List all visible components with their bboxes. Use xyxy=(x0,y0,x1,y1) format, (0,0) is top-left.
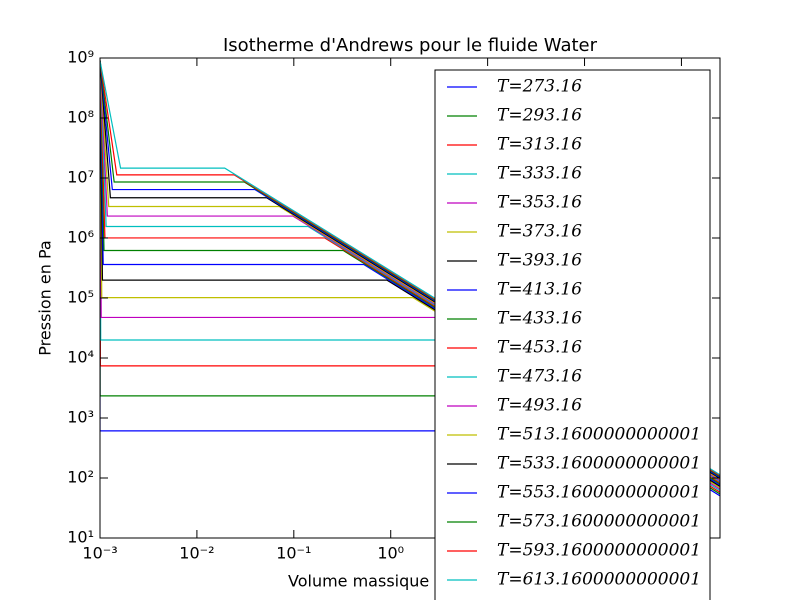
y-tick-label: 10² xyxy=(67,468,94,487)
legend-label: T=473.16 xyxy=(497,367,582,387)
legend-label: T=593.1600000000001 xyxy=(497,541,701,561)
legend-label: T=533.1600000000001 xyxy=(497,454,701,474)
x-tick-label: 10⁰ xyxy=(377,544,404,563)
x-axis-label: Volume massique xyxy=(288,572,429,591)
legend: T=273.16 T=293.16 T=313.16 T=333.16 T=353.16… xyxy=(434,69,711,600)
y-tick-label: 10⁷ xyxy=(67,168,94,187)
legend-label: T=293.16 xyxy=(497,106,582,126)
x-tick-label: 10⁻¹ xyxy=(276,544,311,563)
y-tick-label: 10⁵ xyxy=(67,288,94,307)
x-tick-label: 10⁻³ xyxy=(82,544,117,563)
legend-label: T=413.16 xyxy=(497,280,582,300)
y-tick-label: 10¹ xyxy=(67,528,94,547)
legend-label: T=353.16 xyxy=(497,193,582,213)
legend-label: T=573.1600000000001 xyxy=(497,512,701,532)
legend-label: T=373.16 xyxy=(497,222,582,242)
legend-label: T=333.16 xyxy=(497,164,582,184)
legend-label: T=613.1600000000001 xyxy=(497,570,701,590)
chart-title: Isotherme d'Andrews pour le fluide Water xyxy=(223,35,598,56)
legend-label: T=433.16 xyxy=(497,309,582,329)
legend-box xyxy=(434,69,711,600)
y-tick-label: 10³ xyxy=(67,408,94,427)
legend-label: T=553.1600000000001 xyxy=(497,483,701,503)
y-tick-label: 10⁸ xyxy=(67,108,94,127)
legend-label: T=493.16 xyxy=(497,396,582,416)
legend-label: T=513.1600000000001 xyxy=(497,425,701,445)
y-tick-label: 10⁶ xyxy=(67,228,94,247)
legend-label: T=313.16 xyxy=(497,135,582,155)
legend-label: T=453.16 xyxy=(497,338,582,358)
legend-label: T=273.16 xyxy=(497,77,582,97)
y-axis-label: Pression en Pa xyxy=(36,240,55,355)
y-tick-label: 10⁹ xyxy=(67,48,94,67)
y-tick-label: 10⁴ xyxy=(67,348,94,367)
x-tick-label: 10⁻² xyxy=(179,544,214,563)
legend-label: T=393.16 xyxy=(497,251,582,271)
